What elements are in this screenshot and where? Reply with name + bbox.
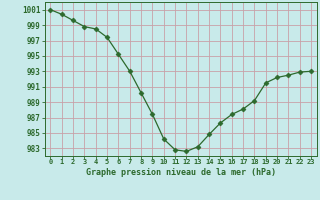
X-axis label: Graphe pression niveau de la mer (hPa): Graphe pression niveau de la mer (hPa) [86, 168, 276, 177]
